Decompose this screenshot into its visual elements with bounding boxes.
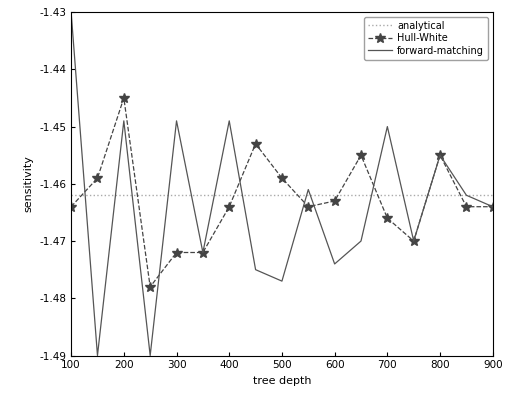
Y-axis label: sensitivity: sensitivity: [24, 156, 34, 212]
Hull-White: [463, 204, 469, 209]
Hull-White: [358, 153, 364, 158]
forward-matching: [226, 118, 232, 123]
Hull-White: [226, 204, 232, 209]
forward-matching: [437, 153, 443, 158]
forward-matching: [332, 261, 338, 266]
forward-matching: [463, 193, 469, 198]
Hull-White: [385, 216, 391, 221]
forward-matching: [68, 10, 74, 15]
forward-matching: [385, 124, 391, 129]
forward-matching: [121, 118, 127, 123]
Hull-White: [147, 284, 153, 289]
Hull-White: [94, 176, 101, 181]
forward-matching: [410, 239, 417, 244]
forward-matching: [305, 187, 311, 192]
Hull-White: [121, 96, 127, 101]
forward-matching: [94, 353, 101, 358]
Line: Hull-White: Hull-White: [66, 93, 498, 292]
forward-matching: [252, 267, 259, 272]
X-axis label: tree depth: tree depth: [252, 376, 311, 386]
Hull-White: [174, 250, 180, 255]
forward-matching: [490, 204, 496, 209]
Hull-White: [252, 141, 259, 146]
Hull-White: [68, 204, 74, 209]
Legend: analytical, Hull-White, forward-matching: analytical, Hull-White, forward-matching: [364, 17, 488, 60]
Line: forward-matching: forward-matching: [71, 12, 493, 356]
Hull-White: [305, 204, 311, 209]
Hull-White: [332, 199, 338, 204]
analytical: [16, 193, 22, 198]
forward-matching: [147, 353, 153, 358]
Hull-White: [490, 204, 496, 209]
forward-matching: [174, 118, 180, 123]
forward-matching: [200, 250, 206, 255]
forward-matching: [279, 279, 285, 284]
Hull-White: [279, 176, 285, 181]
analytical: [15, 193, 21, 198]
Hull-White: [437, 153, 443, 158]
forward-matching: [358, 239, 364, 244]
Hull-White: [410, 239, 417, 244]
Hull-White: [200, 250, 206, 255]
